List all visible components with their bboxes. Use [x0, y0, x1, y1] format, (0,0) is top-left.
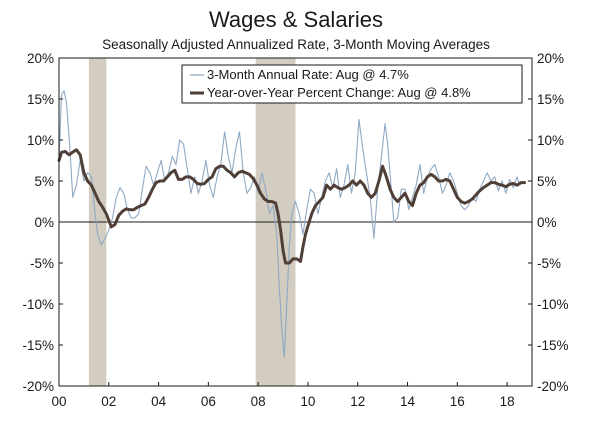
x-tick-label: 04 [151, 394, 167, 409]
x-tick-label: 02 [101, 394, 116, 409]
x-tick-label: 08 [251, 394, 266, 409]
y-tick-label-right: 0% [537, 215, 557, 230]
legend-box [181, 64, 523, 104]
y-tick-label-left: 5% [34, 174, 54, 189]
x-tick-label: 14 [400, 394, 416, 409]
x-tick-label: 18 [500, 394, 515, 409]
series-layer [57, 90, 526, 358]
y-tick-label-right: 10% [537, 133, 564, 148]
y-tick-label-right: 5% [537, 174, 557, 189]
y-tick-label-right: -10% [537, 297, 569, 312]
x-tick-label: 16 [450, 394, 465, 409]
chart-subtitle: Seasonally Adjusted Annualized Rate, 3-M… [102, 37, 490, 52]
legend: 3-Month Annual Rate: Aug @ 4.7% Year-ove… [181, 64, 523, 104]
legend-label-3-month: 3-Month Annual Rate: Aug @ 4.7% [207, 67, 409, 82]
x-tick-label: 06 [201, 394, 216, 409]
y-tick-label-left: 0% [34, 215, 54, 230]
y-tick-label-left: -10% [22, 297, 54, 312]
legend-label-yoy: Year-over-Year Percent Change: Aug @ 4.8… [207, 85, 471, 100]
chart-title: Wages & Salaries [209, 7, 383, 32]
series-line-1 [57, 148, 526, 265]
y-tick-label-right: -20% [537, 379, 569, 394]
x-tick-label: 10 [300, 394, 315, 409]
y-tick-label-right: -5% [537, 256, 561, 271]
y-tick-label-left: -15% [22, 338, 54, 353]
y-tick-label-right: 20% [537, 51, 564, 66]
y-tick-label-left: -5% [30, 256, 54, 271]
x-tick-label: 00 [51, 394, 66, 409]
y-tick-label-left: 20% [27, 51, 54, 66]
y-tick-label-left: 15% [27, 92, 54, 107]
y-tick-label-left: 10% [27, 133, 54, 148]
y-tick-label-right: -15% [537, 338, 569, 353]
y-tick-label-left: -20% [22, 379, 54, 394]
x-tick-label: 12 [350, 394, 365, 409]
y-tick-label-right: 15% [537, 92, 564, 107]
tick-layer: 20% 20% 15% 15% 10% 10% 5% 5% 0% 0% -5% -5% -10% -10%… [22, 51, 568, 409]
